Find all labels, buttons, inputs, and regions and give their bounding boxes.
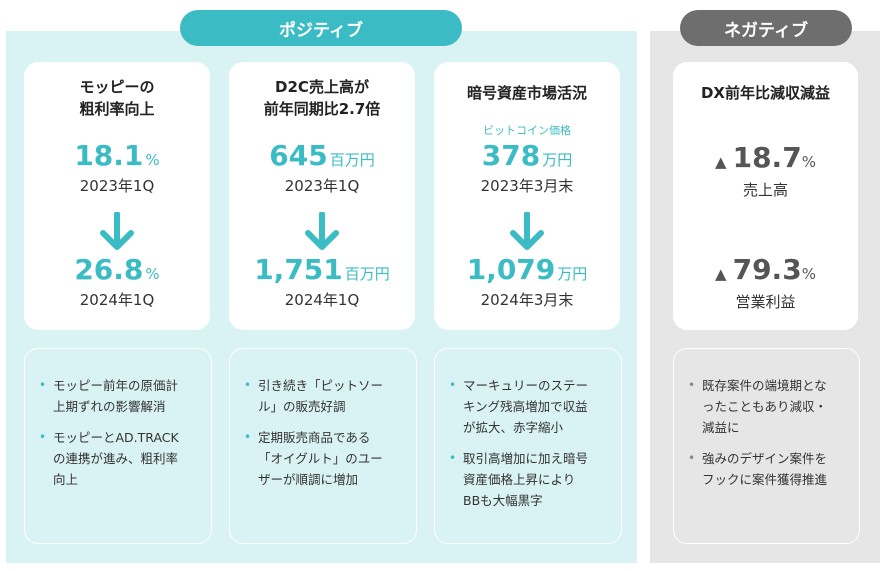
- after-value: 1,751 百万円: [254, 253, 390, 286]
- operating-profit-decline-value: ▲ 79.3%: [715, 253, 816, 286]
- card-title: モッピーの 粗利率向上: [79, 78, 155, 118]
- before-period: 2023年3月末: [480, 177, 574, 195]
- before-value: 645 百万円: [269, 139, 375, 172]
- before-period: 2023年1Q: [79, 177, 155, 195]
- after-value: 1,079 万円: [466, 253, 588, 286]
- before-value: 18.1%: [74, 139, 160, 172]
- before-value: 378 万円: [481, 139, 573, 172]
- positive-label: ポジティブ: [180, 10, 462, 46]
- bitcoin-price-label: ビットコイン価格: [483, 124, 571, 137]
- negative-label: ネガティブ: [680, 10, 852, 46]
- arrow-down-icon: [305, 212, 339, 250]
- card-dx: DX前年比減収減益 ▲ 18.7% 売上高 ▲ 79.3% 営業利益: [673, 62, 858, 330]
- card-title: D2C売上高が 前年同期比2.7倍: [263, 78, 381, 118]
- arrow-down-icon: [510, 212, 544, 250]
- card-crypto: 暗号資産市場活況 ビットコイン価格 378 万円 2023年3月末 1,079 万円…: [434, 62, 620, 330]
- sales-label: 売上高: [742, 181, 788, 199]
- after-period: 2024年3月末: [480, 291, 574, 309]
- arrow-down-icon: [100, 212, 134, 250]
- card-title: 暗号資産市場活況: [466, 84, 587, 102]
- sales-decline-value: ▲ 18.7%: [715, 141, 816, 174]
- card-title: DX前年比減収減益: [700, 84, 831, 102]
- card-d2c: D2C売上高が 前年同期比2.7倍 645 百万円 2023年1Q 1,751 百万…: [229, 62, 415, 330]
- card-moppy: モッピーの 粗利率向上 18.1% 2023年1Q 26.8% 2024年1Q: [24, 62, 210, 330]
- operating-profit-label: 営業利益: [735, 293, 796, 311]
- after-period: 2024年1Q: [79, 291, 155, 309]
- after-period: 2024年1Q: [284, 291, 360, 309]
- before-period: 2023年1Q: [284, 177, 360, 195]
- after-value: 26.8%: [74, 253, 160, 286]
